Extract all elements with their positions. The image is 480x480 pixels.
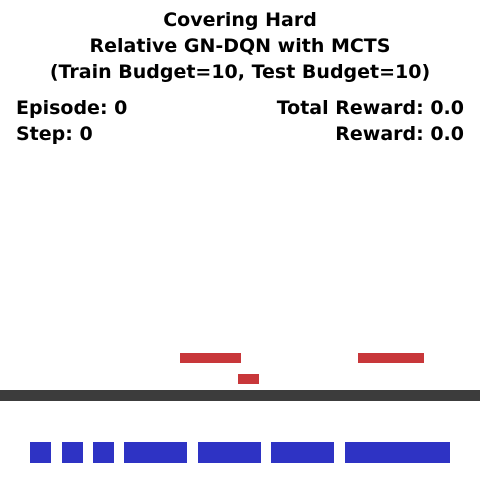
available-block[interactable] [124, 442, 187, 463]
title-line-1: Covering Hard [163, 9, 317, 31]
available-block[interactable] [271, 442, 334, 463]
available-block[interactable] [198, 442, 261, 463]
available-block[interactable] [62, 442, 83, 463]
title-line-3: (Train Budget=10, Test Budget=10) [49, 61, 431, 83]
target-block [358, 353, 424, 363]
floor [0, 390, 480, 401]
title-line-2: Relative GN-DQN with MCTS [89, 35, 391, 57]
episode-counter: Episode: 0 [16, 97, 128, 119]
reward-display: Reward: 0.0 [335, 123, 464, 145]
available-block[interactable] [93, 442, 114, 463]
total-reward-display: Total Reward: 0.0 [276, 97, 464, 119]
target-block [180, 353, 241, 363]
target-block [238, 374, 259, 384]
step-counter: Step: 0 [16, 123, 93, 145]
available-block[interactable] [345, 442, 450, 463]
available-block[interactable] [30, 442, 51, 463]
